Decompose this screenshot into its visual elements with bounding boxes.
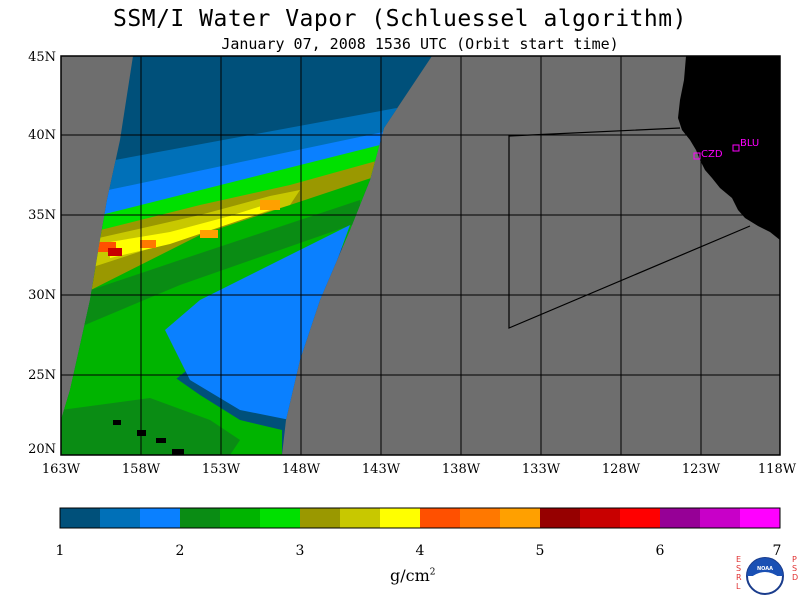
lon-label-163w: 163W [41, 462, 81, 477]
map-frame [60, 55, 781, 456]
colorbar-frame [59, 507, 781, 529]
lat-label-40n: 40N [28, 128, 56, 143]
lon-label-158w: 158W [121, 462, 161, 477]
units-exponent: 2 [429, 567, 436, 578]
lat-label-20n: 20N [28, 442, 56, 457]
colorbar-swatch [500, 508, 541, 528]
lat-label-25n: 25N [28, 368, 56, 383]
hawaii-island [113, 420, 121, 425]
colorbar-tick: 2 [175, 543, 185, 559]
colorbar-swatch [60, 508, 101, 528]
map-title: SSM/I Water Vapor (Schluessel algorithm) [113, 6, 687, 32]
colorbar-swatch [260, 508, 301, 528]
colorbar-tick: 3 [295, 543, 305, 559]
units-base: g/cm [390, 566, 430, 585]
colorbar-swatch [580, 508, 621, 528]
colorbar-tick: 4 [415, 543, 425, 559]
colorbar-swatch [340, 508, 381, 528]
colorbar-swatch [700, 508, 741, 528]
colorbar-swatch [540, 508, 581, 528]
station-label: BLU [740, 138, 759, 149]
colorbar [60, 508, 781, 528]
analysis-boundary [508, 127, 751, 329]
lat-label-45n: 45N [28, 50, 56, 65]
colorbar-tick: 7 [772, 543, 782, 559]
colorbar-tick: 1 [55, 543, 65, 559]
colorbar-swatch [180, 508, 221, 528]
colorbar-swatch [620, 508, 661, 528]
station-czd: CZD [693, 149, 723, 160]
station-label: CZD [701, 149, 723, 160]
land-mass [678, 56, 780, 240]
colorbar-swatch [140, 508, 181, 528]
map-subtitle: January 07, 2008 1536 UTC (Orbit start t… [221, 35, 619, 53]
lon-label-138w: 138W [441, 462, 481, 477]
lon-label-153w: 153W [201, 462, 241, 477]
hawaii-island [156, 438, 166, 443]
lon-label-128w: 128W [601, 462, 641, 477]
colorbar-swatch [740, 508, 781, 528]
colorbar-swatch [660, 508, 701, 528]
colorbar-swatch [460, 508, 501, 528]
lat-lon-grid [61, 56, 780, 455]
lon-label-123w: 123W [681, 462, 721, 477]
colorbar-swatch [220, 508, 261, 528]
lat-label-35n: 35N [28, 208, 56, 223]
hawaii-island [172, 449, 184, 455]
lon-label-118w: 118W [757, 462, 797, 477]
colorbar-swatch [420, 508, 461, 528]
station-blu: BLU [732, 138, 759, 152]
lat-label-30n: 30N [28, 288, 56, 303]
logo-emblem-text: NOAA [757, 566, 773, 572]
colorbar-swatch [100, 508, 141, 528]
lon-label-148w: 148W [281, 462, 321, 477]
colorbar-units: g/cm2 [390, 566, 436, 585]
colorbar-swatch [380, 508, 421, 528]
colorbar-swatch [300, 508, 341, 528]
colorbar-tick: 6 [655, 543, 665, 559]
lon-label-143w: 143W [361, 462, 401, 477]
lon-label-133w: 133W [521, 462, 561, 477]
colorbar-tick: 5 [535, 543, 545, 559]
